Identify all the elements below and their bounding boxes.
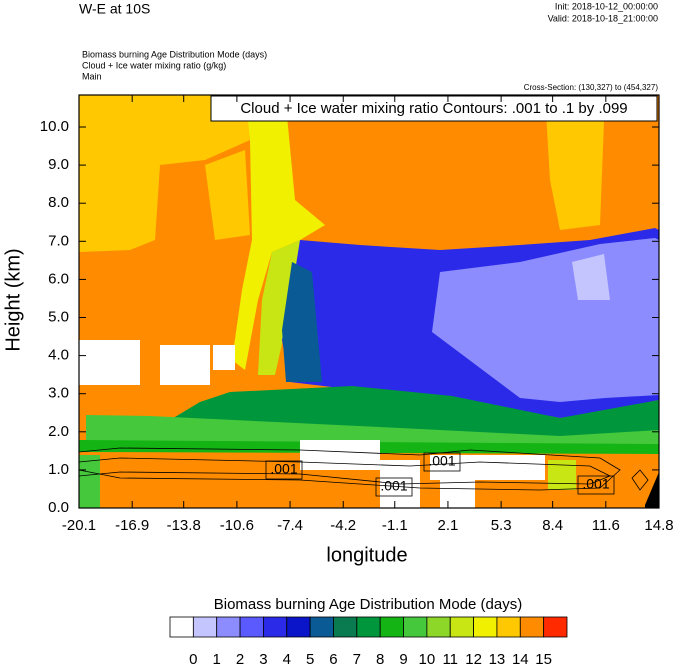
colorbar-box <box>496 616 521 638</box>
x-tick-label: -16.9 <box>115 517 149 534</box>
colorbar-label: 4 <box>283 651 291 667</box>
y-tick-label: 7.0 <box>48 232 69 249</box>
y-tick-label: 10.0 <box>40 118 69 135</box>
colorbar-label: 11 <box>442 651 458 667</box>
contour-label-box <box>577 475 615 495</box>
colorbar-box <box>263 616 288 638</box>
cross-section: Cross-Section: (130,327) to (454,327) <box>524 83 659 92</box>
colorbar-label: 6 <box>329 651 337 667</box>
y-tick-label: 1.0 <box>48 461 69 478</box>
colorbar-box <box>403 616 428 638</box>
colorbar-label: 5 <box>306 651 314 667</box>
contour-label: .001 <box>270 461 297 477</box>
x-tick-label: 2.1 <box>438 517 459 534</box>
y-tick-label: 3.0 <box>48 385 69 402</box>
y-tick-label: 4.0 <box>48 347 69 364</box>
y-tick-label: 0.0 <box>48 499 69 516</box>
x-tick-label: 11.6 <box>592 517 620 534</box>
colorbar-box <box>239 616 264 638</box>
contour-label: .001 <box>428 453 455 469</box>
filled-field <box>79 95 659 508</box>
colorbar-label: 3 <box>259 651 267 667</box>
contour-label-box <box>423 452 461 472</box>
colorbar-box <box>356 616 381 638</box>
y-axis-label: Height (km) <box>2 248 24 351</box>
colorbar-box <box>519 616 545 638</box>
init-time: Init: 2018-10-12_00:00:00 <box>555 1 658 11</box>
colorbar-label: 8 <box>376 651 384 667</box>
x-tick-label: -1.1 <box>382 517 408 534</box>
colorbar-box <box>216 616 241 638</box>
colorbar-box <box>449 616 474 638</box>
x-axis-label: longitude <box>326 544 407 566</box>
x-tick-label: -20.1 <box>62 517 96 534</box>
colorbar-label: 12 <box>465 651 482 667</box>
field-label: Biomass burning Age Distribution Mode (d… <box>82 49 267 59</box>
y-tick-label: 8.0 <box>48 194 69 211</box>
chart-title: W-E at 10S <box>79 1 150 17</box>
colorbar-box <box>473 616 498 638</box>
contour-label: .001 <box>380 478 407 494</box>
y-tick-label: 2.0 <box>48 423 69 440</box>
y-tick-label: 9.0 <box>48 156 69 173</box>
x-tick-label: 8.4 <box>542 517 563 534</box>
x-tick-label: -10.6 <box>220 517 254 534</box>
colorbar-label: 2 <box>236 651 244 667</box>
contour-label-box <box>265 460 303 480</box>
x-tick-label: -4.2 <box>330 517 356 534</box>
colorbar-box <box>169 616 194 638</box>
colorbar-box <box>379 616 404 638</box>
valid-time: Valid: 2018-10-18_21:00:00 <box>548 13 658 23</box>
y-tick-label: 6.0 <box>48 270 69 287</box>
contour-label: .001 <box>582 476 609 492</box>
colorbar-label: 14 <box>512 651 529 667</box>
x-tick-label: 14.8 <box>644 517 673 534</box>
colorbar-box <box>426 616 451 638</box>
colorbar-label: 13 <box>489 651 506 667</box>
x-tick-label: -7.4 <box>277 517 303 534</box>
colorbar-label: 1 <box>213 651 221 667</box>
contour-label-box <box>375 477 413 497</box>
colorbar-label: 0 <box>189 651 197 667</box>
y-tick-label: 5.0 <box>48 308 69 325</box>
colorbar-box <box>286 616 311 638</box>
colorbar-label: 10 <box>419 651 436 667</box>
x-tick-label: 5.3 <box>491 517 512 534</box>
colorbar-label: 15 <box>535 651 552 667</box>
colorbar-box <box>333 616 358 638</box>
colorbar-label: 9 <box>399 651 407 667</box>
colorbar-box <box>543 616 568 638</box>
colorbar-box <box>309 616 334 638</box>
colorbar-label: 7 <box>353 651 361 667</box>
colorbar-box <box>192 616 218 638</box>
plot-frame <box>78 94 660 509</box>
field-label: Cloud + Ice water mixing ratio (g/kg) <box>82 60 226 70</box>
contour-info-box <box>210 95 658 122</box>
contour-info: Cloud + Ice water mixing ratio Contours:… <box>240 100 627 117</box>
field-label: Main <box>82 71 102 81</box>
colorbar-title: Biomass burning Age Distribution Mode (d… <box>214 596 522 613</box>
x-tick-label: -13.8 <box>167 517 201 534</box>
